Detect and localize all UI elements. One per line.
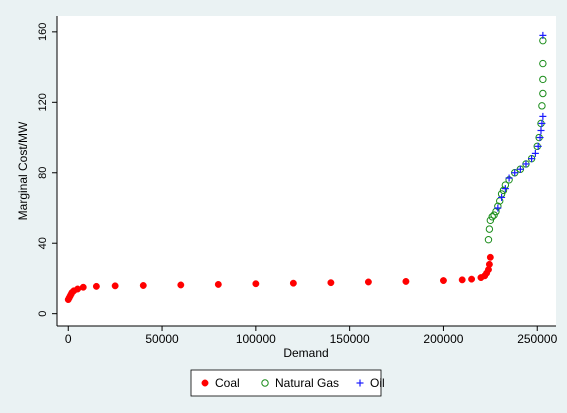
point	[498, 193, 506, 201]
point	[505, 174, 513, 182]
point	[516, 165, 524, 173]
point	[501, 185, 509, 193]
x-tick-label: 100000	[236, 332, 276, 346]
point	[484, 235, 493, 244]
point	[439, 277, 447, 285]
point	[511, 169, 519, 177]
point	[486, 253, 494, 261]
point	[289, 279, 297, 287]
point	[79, 283, 87, 291]
point	[539, 89, 547, 98]
x-tick-label: 250000	[517, 332, 557, 346]
point	[485, 225, 494, 233]
point	[201, 379, 209, 387]
y-axis-title: Marginal Cost/MW	[16, 121, 30, 220]
point	[536, 134, 544, 142]
legend-box	[190, 369, 382, 397]
point	[177, 281, 185, 289]
point	[486, 216, 495, 225]
point	[534, 142, 542, 150]
point	[402, 277, 410, 285]
point	[111, 282, 119, 290]
point	[522, 160, 530, 168]
y-tick-label: 160	[37, 23, 49, 41]
point	[214, 280, 222, 288]
point	[538, 102, 546, 110]
point	[252, 280, 260, 288]
x-tick-label: 200000	[423, 332, 463, 346]
x-tick-label: 0	[65, 332, 72, 346]
point	[468, 275, 476, 283]
point	[356, 379, 364, 387]
point	[92, 282, 100, 290]
legend-label: Natural Gas	[275, 376, 339, 390]
point	[537, 126, 545, 134]
point	[139, 282, 147, 289]
point	[531, 149, 539, 157]
x-tick-label: 50000	[145, 332, 179, 346]
point	[528, 155, 536, 163]
point	[327, 279, 335, 287]
y-tick-label: 0	[37, 311, 49, 317]
y-tick-label: 80	[37, 167, 49, 179]
point	[538, 119, 546, 127]
legend-label: Oil	[370, 376, 385, 390]
point	[485, 260, 493, 268]
legend: Coal Natural Gas Oil	[190, 369, 385, 397]
point	[261, 379, 269, 387]
y-tick-label: 120	[37, 93, 49, 111]
point	[539, 112, 547, 120]
point	[364, 278, 372, 286]
point	[499, 186, 508, 195]
y-tick-label: 40	[37, 237, 49, 249]
point	[494, 204, 502, 212]
plot-area	[57, 16, 556, 326]
x-axis-title: Demand	[283, 346, 328, 360]
legend-label: Coal	[215, 376, 240, 390]
point	[490, 211, 498, 219]
x-tick-label: 150000	[330, 332, 370, 346]
point	[488, 213, 496, 221]
point	[458, 276, 466, 284]
point	[539, 59, 547, 68]
point	[539, 31, 547, 39]
point	[539, 75, 547, 84]
